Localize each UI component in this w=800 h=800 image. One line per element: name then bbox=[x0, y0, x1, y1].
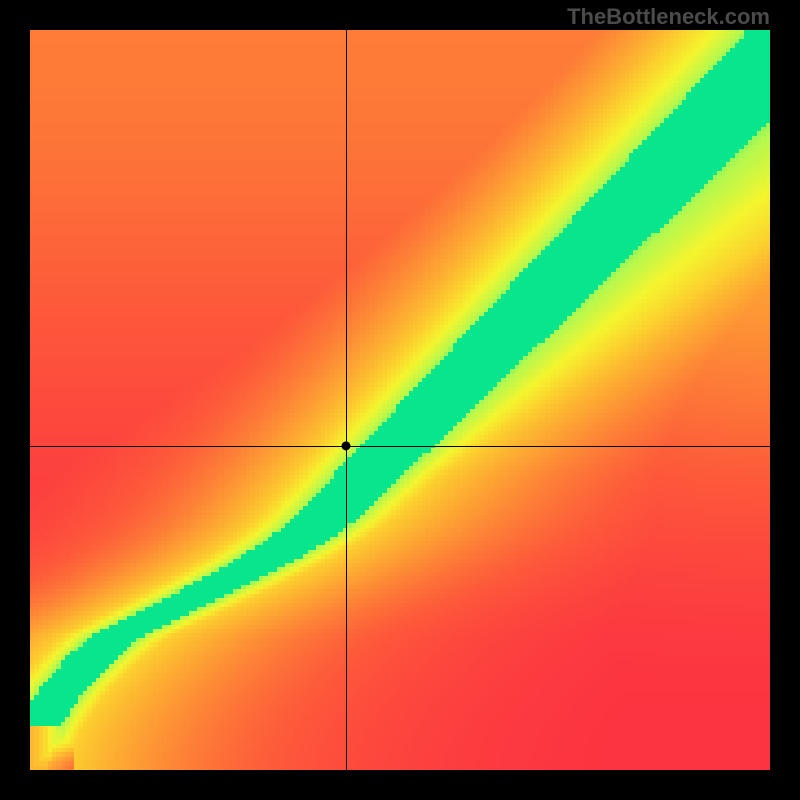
chart-container: TheBottleneck.com bbox=[0, 0, 800, 800]
watermark-text: TheBottleneck.com bbox=[567, 4, 770, 30]
bottleneck-heatmap bbox=[0, 0, 800, 800]
